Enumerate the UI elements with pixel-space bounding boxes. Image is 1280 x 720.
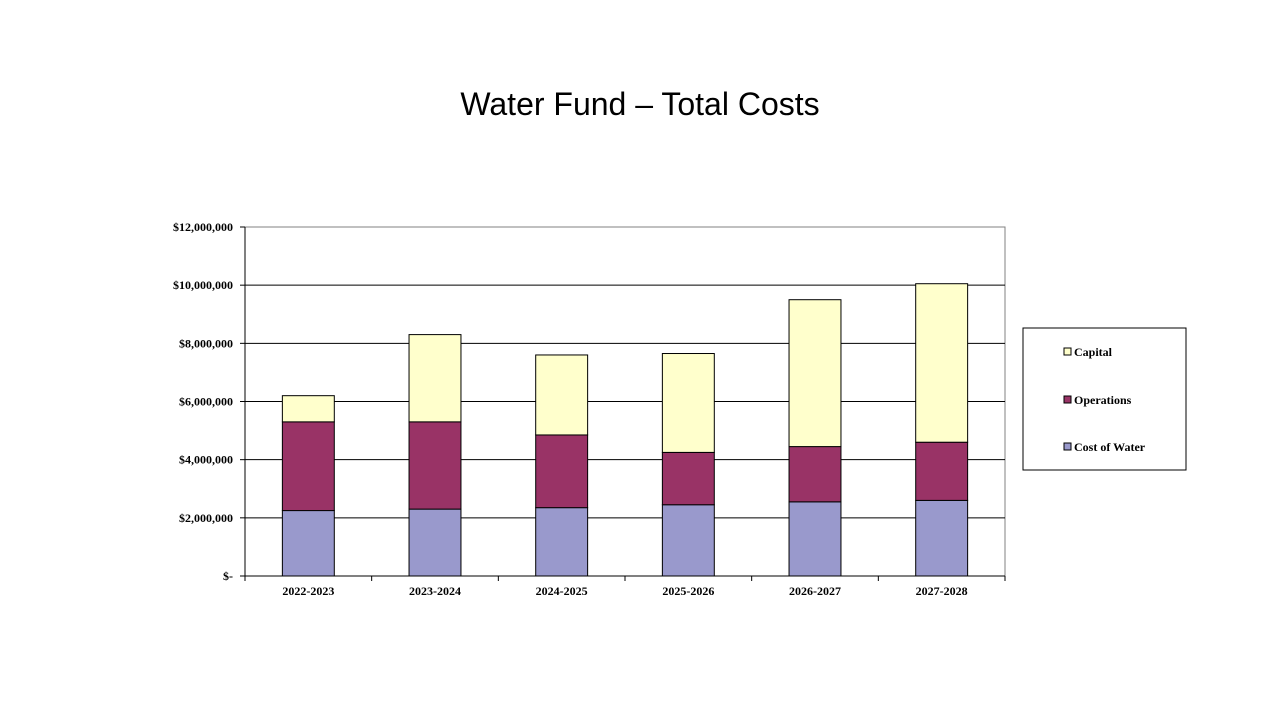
bars xyxy=(281,283,969,577)
bar-capital xyxy=(281,395,335,423)
bar-capital xyxy=(408,334,462,423)
legend-label: Operations xyxy=(1074,393,1132,407)
bar-operations xyxy=(535,434,589,509)
axes: $- $2,000,000 $4,000,000 $6,000,000 $8,000,0… xyxy=(173,220,1006,598)
x-tick-label: 2023-2024 xyxy=(409,584,461,598)
legend-label: Cost of Water xyxy=(1074,440,1146,454)
legend-swatch xyxy=(1063,442,1072,451)
bar-capital xyxy=(661,353,715,453)
x-tick-label: 2025-2026 xyxy=(662,584,714,598)
bar-operations xyxy=(281,421,335,512)
bar-cost-of-water xyxy=(788,501,842,577)
legend-label: Capital xyxy=(1074,345,1113,359)
bar-cost-of-water xyxy=(408,508,462,577)
legend-box xyxy=(1022,327,1187,471)
y-tick-label: $6,000,000 xyxy=(179,395,233,409)
bar-operations xyxy=(915,441,969,501)
bar-capital xyxy=(788,299,842,448)
bar-operations xyxy=(788,446,842,503)
legend-swatch xyxy=(1063,347,1072,356)
x-tick-label: 2026-2027 xyxy=(789,584,841,598)
y-tick-label: $- xyxy=(223,569,233,583)
bar-cost-of-water xyxy=(661,504,715,577)
y-tick-label: $8,000,000 xyxy=(179,336,233,350)
bar-cost-of-water xyxy=(915,499,969,577)
y-tick-label: $4,000,000 xyxy=(179,453,233,467)
y-tick-label: $10,000,000 xyxy=(173,278,233,292)
legend-swatch xyxy=(1063,395,1072,404)
y-tick-label: $2,000,000 xyxy=(179,511,233,525)
bar-cost-of-water xyxy=(535,507,589,577)
bar-capital xyxy=(535,354,589,436)
legend: Capital Operations Cost of Water xyxy=(1022,327,1187,471)
bar-cost-of-water xyxy=(281,510,335,577)
x-tick-label: 2024-2025 xyxy=(536,584,588,598)
x-tick-label: 2027-2028 xyxy=(916,584,968,598)
bar-capital xyxy=(915,283,969,443)
gridlines xyxy=(244,226,1006,577)
chart-title: Water Fund – Total Costs xyxy=(460,86,820,122)
x-tick-label: 2022-2023 xyxy=(282,584,334,598)
y-tick-label: $12,000,000 xyxy=(173,220,233,234)
bar-operations xyxy=(661,451,715,506)
bar-operations xyxy=(408,421,462,510)
